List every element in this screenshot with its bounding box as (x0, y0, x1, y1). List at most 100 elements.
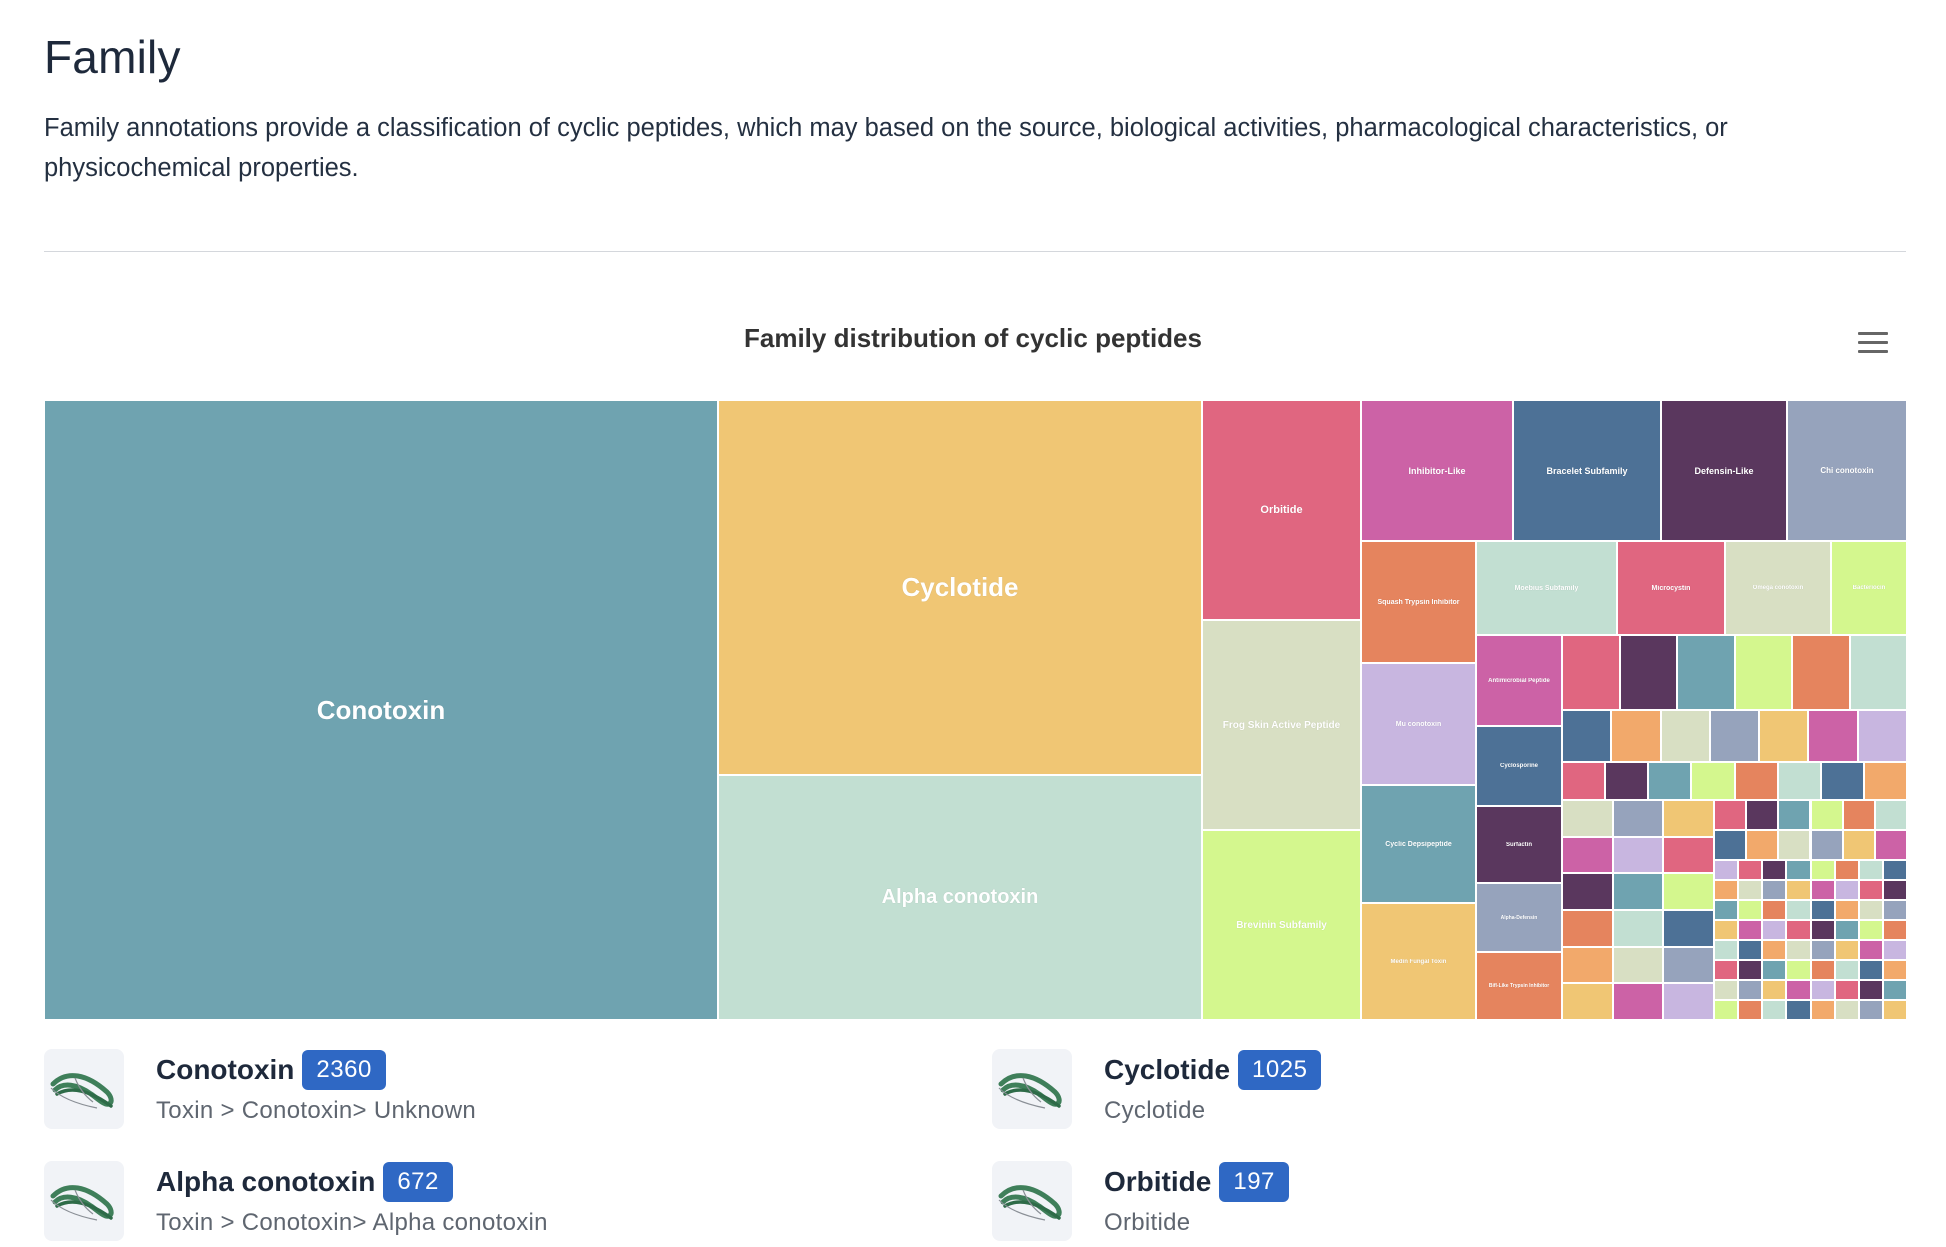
treemap-tile[interactable] (1859, 901, 1882, 919)
treemap-tile[interactable] (1715, 861, 1738, 879)
treemap-tile[interactable] (1739, 861, 1762, 879)
treemap-tile[interactable] (1883, 921, 1906, 939)
family-name[interactable]: Conotoxin (156, 1054, 295, 1085)
treemap-tile-alpha-defensin[interactable]: Alpha-Defensin (1477, 884, 1561, 951)
treemap-tile[interactable] (1859, 921, 1882, 939)
treemap-tile[interactable] (1787, 1001, 1810, 1019)
treemap-tile[interactable] (1664, 874, 1713, 909)
treemap-tile[interactable] (1715, 831, 1746, 859)
treemap-tile[interactable] (1747, 831, 1778, 859)
treemap-tile-bifl-like-trypsin-inhibitor[interactable]: Bifl-Like Trypsin Inhibitor (1477, 953, 1561, 1019)
treemap-tile[interactable] (1811, 801, 1842, 829)
treemap-tile-frog-skin-active-peptide[interactable]: Frog Skin Active Peptide (1203, 621, 1360, 829)
treemap-tile[interactable] (1664, 801, 1713, 836)
treemap-tile[interactable] (1563, 837, 1612, 873)
treemap-tile[interactable] (1563, 763, 1605, 799)
treemap-tile[interactable] (1811, 921, 1834, 939)
treemap-tile[interactable] (1809, 711, 1857, 761)
treemap-tile-alpha-conotoxin[interactable]: Alpha conotoxin (719, 776, 1201, 1019)
treemap-tile[interactable] (1613, 947, 1663, 983)
treemap-tile-conotoxin[interactable]: Conotoxin (45, 401, 717, 1019)
treemap-tile[interactable] (1859, 861, 1882, 879)
treemap-tile[interactable] (1835, 1001, 1858, 1019)
family-name[interactable]: Orbitide (1104, 1166, 1212, 1197)
treemap-tile-medin-fungal-toxin[interactable]: Medin Fungal Toxin (1362, 904, 1475, 1019)
treemap-tile[interactable] (1763, 1001, 1786, 1019)
treemap-tile[interactable] (1715, 921, 1738, 939)
family-card-conotoxin[interactable]: Conotoxin 2360 Toxin > Conotoxin> Unknown (44, 1049, 944, 1135)
treemap-tile[interactable] (1883, 961, 1906, 979)
treemap-tile[interactable] (1779, 831, 1810, 859)
treemap-tile[interactable] (1563, 874, 1612, 909)
treemap-tile[interactable] (1763, 921, 1786, 939)
treemap-tile[interactable] (1811, 881, 1834, 899)
treemap-tile[interactable] (1864, 763, 1906, 799)
hamburger-menu-icon[interactable] (1856, 330, 1890, 356)
treemap-tile[interactable] (1747, 801, 1778, 829)
treemap-tile[interactable] (1811, 1001, 1834, 1019)
treemap-tile[interactable] (1787, 881, 1810, 899)
treemap-tile-cyclic-depsipeptide[interactable]: Cyclic Depsipeptide (1362, 786, 1475, 902)
treemap-tile[interactable] (1692, 763, 1734, 799)
treemap-tile[interactable] (1739, 921, 1762, 939)
treemap-tile[interactable] (1763, 901, 1786, 919)
treemap-tile[interactable] (1563, 711, 1611, 761)
treemap-tile[interactable] (1563, 911, 1612, 946)
treemap-tile[interactable] (1787, 861, 1810, 879)
treemap-tile[interactable] (1875, 801, 1906, 829)
treemap-tile-mu-conotoxin[interactable]: Mu conotoxin (1362, 664, 1475, 784)
treemap-tile[interactable] (1787, 961, 1810, 979)
treemap-tile[interactable] (1835, 941, 1858, 959)
treemap-tile[interactable] (1620, 636, 1676, 709)
treemap-tile[interactable] (1664, 911, 1713, 946)
treemap-tile[interactable] (1710, 711, 1759, 761)
treemap-tile-bacteriocin[interactable]: Bacteriocin (1832, 542, 1906, 634)
treemap-tile[interactable] (1811, 831, 1842, 859)
treemap-tile[interactable] (1715, 961, 1738, 979)
treemap-tile-inhibitor-like[interactable]: Inhibitor-Like (1362, 401, 1512, 540)
treemap-tile[interactable] (1811, 981, 1834, 999)
treemap-tile[interactable] (1787, 941, 1810, 959)
treemap-tile[interactable] (1715, 801, 1746, 829)
treemap-tile[interactable] (1859, 961, 1882, 979)
family-name[interactable]: Cyclotide (1104, 1054, 1231, 1085)
treemap-tile[interactable] (1843, 801, 1874, 829)
treemap-tile[interactable] (1739, 981, 1762, 999)
treemap-tile-antimicrobial-peptide[interactable]: Antimicrobial Peptide (1477, 636, 1561, 725)
treemap-tile[interactable] (1859, 981, 1882, 999)
treemap-tile[interactable] (1835, 961, 1858, 979)
treemap-tile-squash-trypsin-inhibitor[interactable]: Squash Trypsin Inhibitor (1362, 542, 1475, 662)
treemap-tile-orbitide[interactable]: Orbitide (1203, 401, 1360, 619)
treemap-tile[interactable] (1883, 981, 1906, 999)
treemap-tile[interactable] (1883, 1001, 1906, 1019)
treemap-tile[interactable] (1821, 763, 1863, 799)
treemap-tile[interactable] (1858, 711, 1906, 761)
treemap-tile[interactable] (1763, 881, 1786, 899)
treemap-tile-brevinin-subfamily[interactable]: Brevinin Subfamily (1203, 831, 1360, 1019)
treemap-tile[interactable] (1664, 984, 1713, 1019)
treemap-tile[interactable] (1883, 901, 1906, 919)
treemap-tile[interactable] (1678, 636, 1734, 709)
treemap-tile[interactable] (1715, 981, 1738, 999)
treemap-tile[interactable] (1563, 947, 1612, 983)
treemap-tile-microcystin[interactable]: Microcystin (1618, 542, 1724, 634)
treemap-tile[interactable] (1883, 861, 1906, 879)
treemap-tile[interactable] (1859, 1001, 1882, 1019)
treemap-tile[interactable] (1763, 981, 1786, 999)
treemap-tile[interactable] (1739, 901, 1762, 919)
treemap-tile[interactable] (1563, 801, 1612, 836)
treemap-tile[interactable] (1763, 861, 1786, 879)
treemap-tile[interactable] (1787, 901, 1810, 919)
treemap-tile[interactable] (1763, 941, 1786, 959)
treemap-tile[interactable] (1835, 921, 1858, 939)
treemap-tile[interactable] (1739, 961, 1762, 979)
treemap-tile[interactable] (1613, 837, 1663, 873)
treemap-tile-bracelet-subfamily[interactable]: Bracelet Subfamily (1514, 401, 1660, 540)
treemap-tile[interactable] (1760, 711, 1808, 761)
treemap-tile[interactable] (1763, 961, 1786, 979)
treemap-tile[interactable] (1715, 941, 1738, 959)
treemap-tile[interactable] (1811, 861, 1834, 879)
treemap-tile[interactable] (1612, 711, 1660, 761)
treemap-tile[interactable] (1787, 981, 1810, 999)
treemap-tile[interactable] (1778, 763, 1820, 799)
